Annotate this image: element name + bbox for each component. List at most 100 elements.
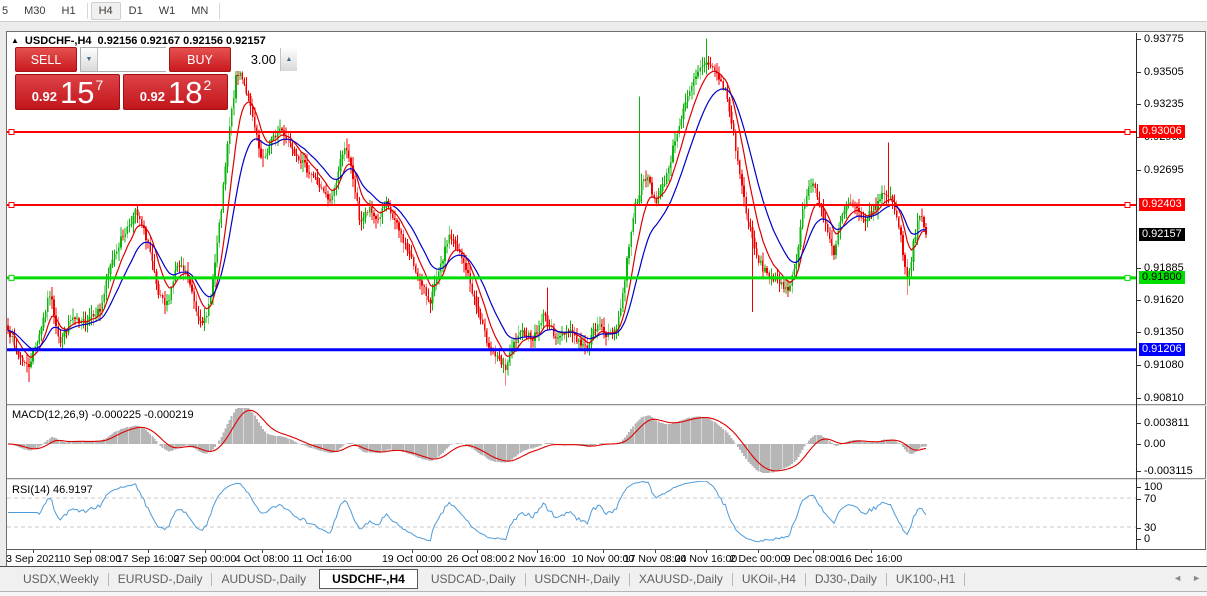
axis-tick: [1137, 38, 1141, 40]
tf-mn-button[interactable]: MN: [191, 4, 209, 17]
time-tick: [322, 550, 323, 553]
time-tick: [706, 550, 707, 553]
tab-separator: [731, 572, 733, 586]
buy-button[interactable]: BUY: [169, 47, 231, 72]
axis-tick: [1137, 444, 1141, 445]
time-tick: [537, 550, 538, 553]
price-tick-label: 30: [1144, 522, 1157, 534]
tf-w1-button[interactable]: W1: [158, 4, 176, 17]
tab-uk100-h1[interactable]: UK100-,H1: [895, 572, 956, 586]
collapse-panel-icon[interactable]: ▲: [11, 36, 19, 45]
sell-price-tile[interactable]: 0.92 15 7: [15, 74, 120, 110]
axis-tick: [1137, 169, 1141, 171]
time-tick-label: 3 Sep 2021: [6, 553, 60, 565]
time-tick: [412, 550, 413, 553]
axis-tick: [1137, 332, 1141, 334]
tab-usdchf-h4[interactable]: USDCHF-,H4: [319, 569, 418, 589]
axis-tick: [1137, 528, 1141, 529]
tf-m5-button[interactable]: 5: [2, 4, 9, 17]
sell-price-pips: 15: [60, 75, 95, 110]
price-tick-label: 0.90810: [1144, 391, 1184, 404]
buy-price-tile[interactable]: 0.92 18 2: [123, 74, 228, 110]
axis-tick: [1137, 397, 1141, 399]
time-tick-label: 4 Oct 08:00: [234, 553, 290, 565]
price-tick-label: 0: [1144, 533, 1151, 545]
tab-audusd-daily[interactable]: AUDUSD-,Daily: [221, 572, 307, 586]
tf-h4-button[interactable]: H4: [90, 1, 121, 20]
axis-tick: [1137, 539, 1141, 540]
volume-stepper: ▼ ▲: [80, 47, 297, 72]
sell-button[interactable]: SELL: [15, 47, 77, 72]
axis-tick: [1137, 499, 1141, 500]
rsi-indicator-canvas[interactable]: [7, 481, 1136, 549]
timeframe-toolbar: 5 M30 H1 H4 D1 W1 MN: [0, 0, 1207, 22]
panel-separator: [7, 549, 1206, 550]
tab-eurusd-daily[interactable]: EURUSD-,Daily: [117, 572, 203, 586]
tab-separator: [628, 572, 630, 586]
time-tick-label: 17 Nov 08:00: [623, 553, 687, 565]
price-axis: 0.937750.935050.932350.929650.926950.918…: [1137, 32, 1206, 567]
price-axis-line: [1136, 33, 1137, 550]
level-price-label: 0.91800: [1139, 270, 1185, 284]
time-tick: [603, 550, 604, 553]
time-tick: [33, 550, 34, 553]
time-tick-label: 24 Nov 16:00: [674, 553, 738, 565]
time-tick: [655, 550, 656, 553]
toolbar-separator: [219, 2, 221, 19]
time-tick-label: 10 Sep 08:00: [58, 553, 122, 565]
price-tick-label: 100: [1144, 481, 1163, 493]
tab-scroll-right-icon[interactable]: ►: [1192, 573, 1201, 583]
time-tick: [90, 550, 91, 553]
tab-usdcad-daily[interactable]: USDCAD-,Daily: [430, 572, 516, 586]
axis-tick: [1137, 267, 1141, 269]
price-tick-label: 0.93235: [1144, 98, 1184, 111]
tab-xauusd-daily[interactable]: XAUUSD-,Daily: [638, 572, 723, 586]
time-tick-label: 27 Sep 00:00: [173, 553, 237, 565]
tab-dj30-daily[interactable]: DJ30-,Daily: [814, 572, 877, 586]
volume-decrease-icon[interactable]: ▼: [81, 48, 98, 71]
time-tick-label: 17 Sep 16:00: [116, 553, 180, 565]
one-click-trading-panel: SELL ▼ ▲ BUY 0.92 15 7 0.92 18 2: [15, 47, 297, 110]
volume-increase-icon[interactable]: ▲: [280, 48, 297, 71]
time-tick-label: 2 Dec 00:00: [729, 553, 787, 565]
time-tick: [871, 550, 872, 553]
axis-tick: [1137, 71, 1141, 73]
price-tick-label: 0.93775: [1144, 32, 1184, 45]
axis-tick: [1137, 299, 1141, 301]
tab-separator: [107, 572, 109, 586]
axis-tick: [1137, 104, 1141, 106]
tf-d1-button[interactable]: D1: [128, 4, 143, 17]
macd-indicator-canvas[interactable]: [7, 406, 1136, 478]
price-tick-label: 0.003811: [1144, 417, 1190, 429]
time-tick: [205, 550, 206, 553]
symbol-period-label: USDCHF-,H4: [24, 34, 92, 47]
panel-separator[interactable]: [7, 478, 1206, 480]
tab-usdx-weekly[interactable]: USDX,Weekly: [23, 572, 99, 586]
price-tick-label: 0.91350: [1144, 326, 1184, 339]
toolbar-separator: [86, 2, 88, 19]
tf-h1-button[interactable]: H1: [61, 4, 76, 17]
time-tick: [148, 550, 149, 553]
price-tick-label: 70: [1144, 493, 1157, 505]
time-axis[interactable]: 3 Sep 2021 10 Sep 08:00 17 Sep 16:00 27 Sep…: [6, 550, 1206, 566]
axis-tick: [1137, 487, 1141, 488]
tab-scroll-left-icon[interactable]: ◄: [1173, 573, 1183, 583]
tab-separator: [524, 572, 526, 586]
time-tick-label: 2 Nov 16:00: [508, 553, 566, 565]
panel-separator[interactable]: [7, 404, 1206, 406]
tab-separator: [885, 572, 887, 586]
time-tick: [262, 550, 263, 553]
tab-separator: [804, 572, 806, 586]
buy-price-point: 2: [203, 77, 212, 93]
sell-price-point: 7: [95, 77, 104, 93]
tab-usdcnh-daily[interactable]: USDCNH-,Daily: [534, 572, 620, 586]
time-tick: [477, 550, 478, 553]
tf-m30-button[interactable]: M30: [24, 4, 46, 17]
rsi-label: RSI(14) 46.9197: [12, 484, 93, 496]
level-price-label: 0.92403: [1139, 197, 1185, 211]
axis-tick: [1137, 423, 1141, 424]
main-chart-canvas[interactable]: [7, 33, 1136, 404]
time-tick-label: 16 Dec 16:00: [839, 553, 903, 565]
tab-ukoil-h4[interactable]: UKOil-,H4: [741, 572, 796, 586]
